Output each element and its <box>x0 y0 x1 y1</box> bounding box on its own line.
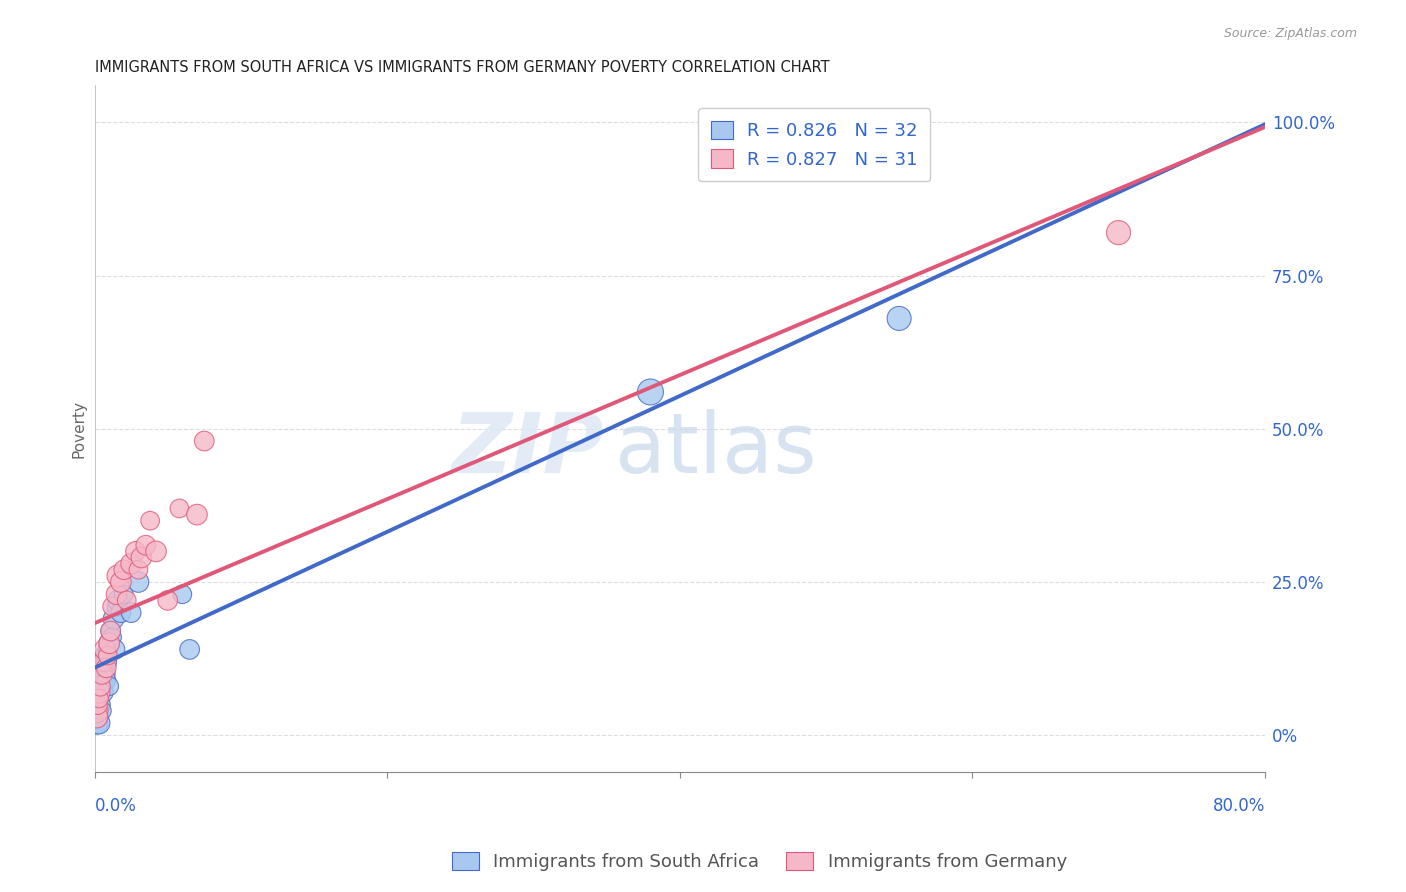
Text: atlas: atlas <box>616 409 817 490</box>
Point <box>98 636 121 650</box>
Point <box>887 311 910 326</box>
Point <box>87 716 110 731</box>
Point <box>93 685 115 699</box>
Point <box>100 624 122 638</box>
Point <box>172 587 194 601</box>
Point <box>120 606 142 620</box>
Point <box>179 642 201 657</box>
Point <box>96 655 118 669</box>
Point <box>100 624 122 638</box>
Legend: Immigrants from South Africa, Immigrants from Germany: Immigrants from South Africa, Immigrants… <box>444 845 1074 879</box>
Point <box>90 704 112 718</box>
Point <box>101 630 124 644</box>
Point <box>89 679 111 693</box>
Point <box>107 569 129 583</box>
Point <box>90 673 112 687</box>
Point <box>169 501 191 516</box>
Point <box>84 704 107 718</box>
Point <box>112 563 135 577</box>
Point <box>110 574 132 589</box>
Point <box>98 679 121 693</box>
Point <box>105 599 128 614</box>
Point <box>135 538 157 552</box>
Text: IMMIGRANTS FROM SOUTH AFRICA VS IMMIGRANTS FROM GERMANY POVERTY CORRELATION CHAR: IMMIGRANTS FROM SOUTH AFRICA VS IMMIGRAN… <box>94 60 830 75</box>
Y-axis label: Poverty: Poverty <box>72 400 86 458</box>
Point <box>640 384 662 399</box>
Text: 0.0%: 0.0% <box>94 797 136 814</box>
Point <box>84 710 107 724</box>
Text: Source: ZipAtlas.com: Source: ZipAtlas.com <box>1223 27 1357 40</box>
Point <box>193 434 215 448</box>
Point <box>86 716 108 731</box>
Point <box>94 667 117 681</box>
Point <box>96 673 118 687</box>
Point <box>87 691 110 706</box>
Point <box>89 698 111 712</box>
Point <box>89 679 111 693</box>
Point <box>87 691 110 706</box>
Point <box>90 667 112 681</box>
Point <box>97 642 120 657</box>
Point <box>107 593 129 607</box>
Point <box>127 574 149 589</box>
Point <box>110 606 132 620</box>
Point <box>104 642 127 657</box>
Point <box>98 636 121 650</box>
Point <box>115 593 138 607</box>
Point <box>86 710 108 724</box>
Point <box>139 514 162 528</box>
Point <box>101 599 124 614</box>
Point <box>131 550 153 565</box>
Point <box>156 593 179 607</box>
Point <box>87 685 110 699</box>
Point <box>145 544 167 558</box>
Point <box>86 698 108 712</box>
Point <box>120 557 142 571</box>
Point <box>93 655 115 669</box>
Point <box>103 612 125 626</box>
Legend: R = 0.826   N = 32, R = 0.827   N = 31: R = 0.826 N = 32, R = 0.827 N = 31 <box>699 108 931 181</box>
Point <box>96 661 118 675</box>
Point <box>105 587 128 601</box>
Point <box>97 648 120 663</box>
Point <box>86 704 108 718</box>
Point <box>112 587 135 601</box>
Point <box>94 642 117 657</box>
Point <box>127 563 149 577</box>
Text: ZIP: ZIP <box>451 409 603 490</box>
Text: 80.0%: 80.0% <box>1212 797 1265 814</box>
Point <box>124 544 146 558</box>
Point <box>1108 226 1130 240</box>
Point <box>94 648 117 663</box>
Point <box>186 508 208 522</box>
Point <box>93 661 115 675</box>
